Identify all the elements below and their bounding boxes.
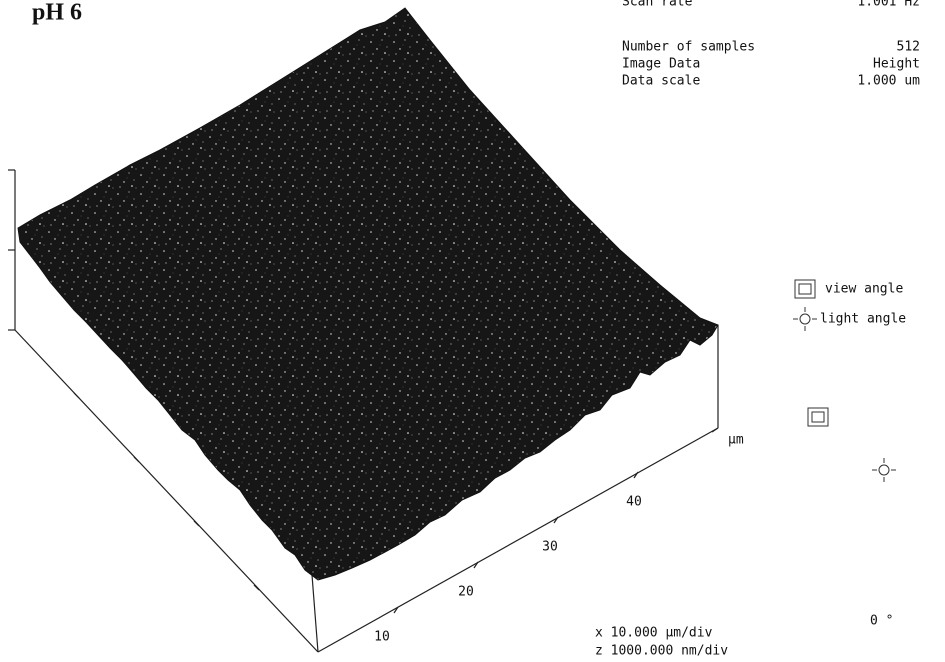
view-icon: [794, 279, 816, 299]
figure-title: pH 6: [32, 0, 82, 26]
parameter-table: Scan rate 1.001 Hz Number of samples 512 Ima…: [622, 0, 920, 89]
view-icon: [798, 283, 812, 295]
parameter-value: 512: [897, 40, 920, 55]
base-edge: [317, 427, 719, 653]
axis-tick-label: 10: [374, 630, 390, 645]
view-angle-label: view angle: [825, 282, 903, 297]
surface: [17, 7, 719, 581]
view-icon: [807, 407, 829, 427]
parameter-label: Image Data: [622, 57, 700, 72]
view-icon: [811, 411, 825, 423]
parameter-label: Data scale: [622, 74, 700, 89]
parameter-label: Number of samples: [622, 40, 755, 55]
axis-tick-labels: 10 20 30 40: [374, 495, 642, 645]
z-scale: z 1000.000 nm/div: [595, 644, 728, 659]
axis-tick-label: 30: [542, 540, 558, 555]
base-ticks: [73, 392, 719, 614]
axis-tick-label: 20: [458, 585, 474, 600]
base-edge: [14, 329, 319, 653]
axis-tick-label: 40: [626, 495, 642, 510]
base-edge: [311, 574, 319, 653]
x-scale: x 10.000 µm/div: [595, 626, 713, 641]
light-icon: [793, 307, 817, 331]
angle-value: 0 °: [870, 614, 893, 629]
light-icon: [872, 458, 896, 482]
axis-unit: µm: [728, 433, 744, 448]
parameter-label: Scan rate: [622, 0, 693, 10]
parameter-value: Height: [873, 57, 920, 72]
parameter-value: 1.000 um: [857, 74, 920, 89]
parameter-value: 1.001 Hz: [857, 0, 920, 10]
light-angle-label: light angle: [820, 312, 906, 327]
